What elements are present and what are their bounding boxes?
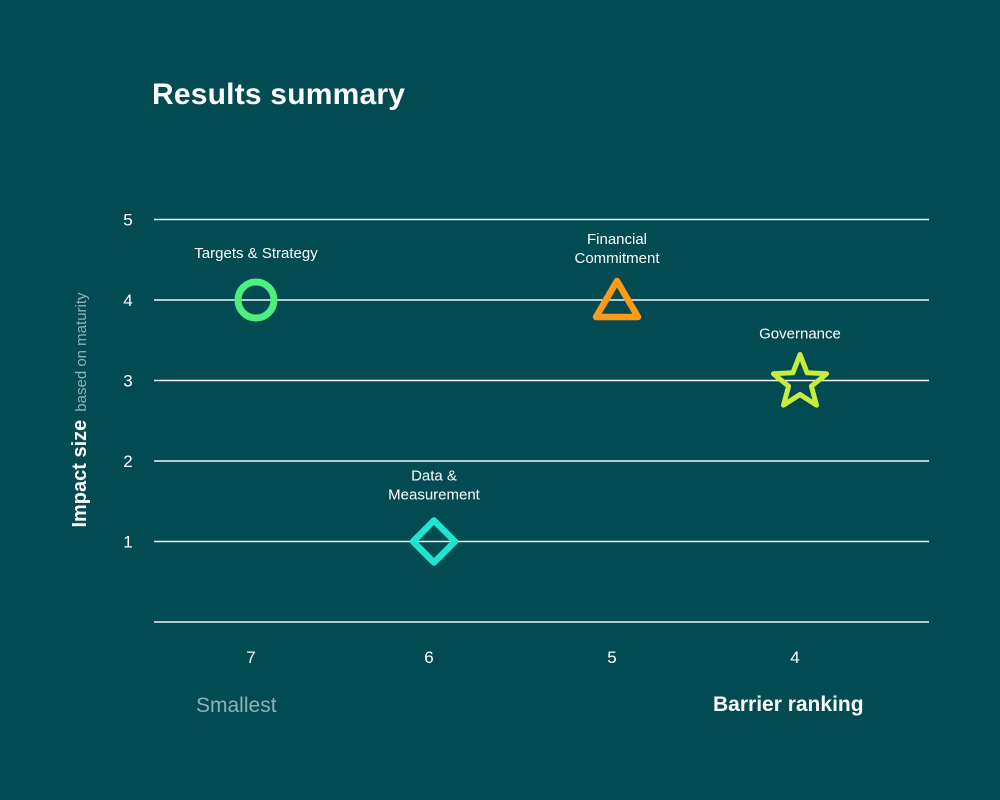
y-tick-label: 4 [123, 291, 132, 310]
x-axis-annotation-smallest: Smallest [196, 694, 277, 717]
x-tick-label: 4 [790, 648, 799, 667]
chart-title: Results summary [152, 78, 406, 111]
y-tick-label: 1 [123, 533, 132, 552]
y-tick-label: 3 [123, 372, 132, 391]
point-targets-strategy-circle [234, 278, 278, 322]
x-axis-title: Barrier ranking [713, 693, 864, 716]
point-label-data-measurement: Data & Measurement [388, 468, 481, 504]
x-tick-label: 5 [607, 648, 616, 667]
point-label-governance: Governance [759, 326, 841, 343]
point-label-targets-strategy: Targets & Strategy [194, 245, 318, 262]
point-label-financial-commitment: Financial Commitment [574, 231, 660, 267]
x-tick-label: 6 [424, 648, 433, 667]
point-governance-star [770, 352, 830, 408]
x-tick-label: 7 [246, 648, 255, 667]
y-tick-label: 5 [123, 211, 132, 230]
point-data-measurement-diamond [409, 517, 459, 566]
point-financial-commitment-triangle [592, 277, 642, 321]
y-tick-label: 2 [123, 452, 132, 471]
